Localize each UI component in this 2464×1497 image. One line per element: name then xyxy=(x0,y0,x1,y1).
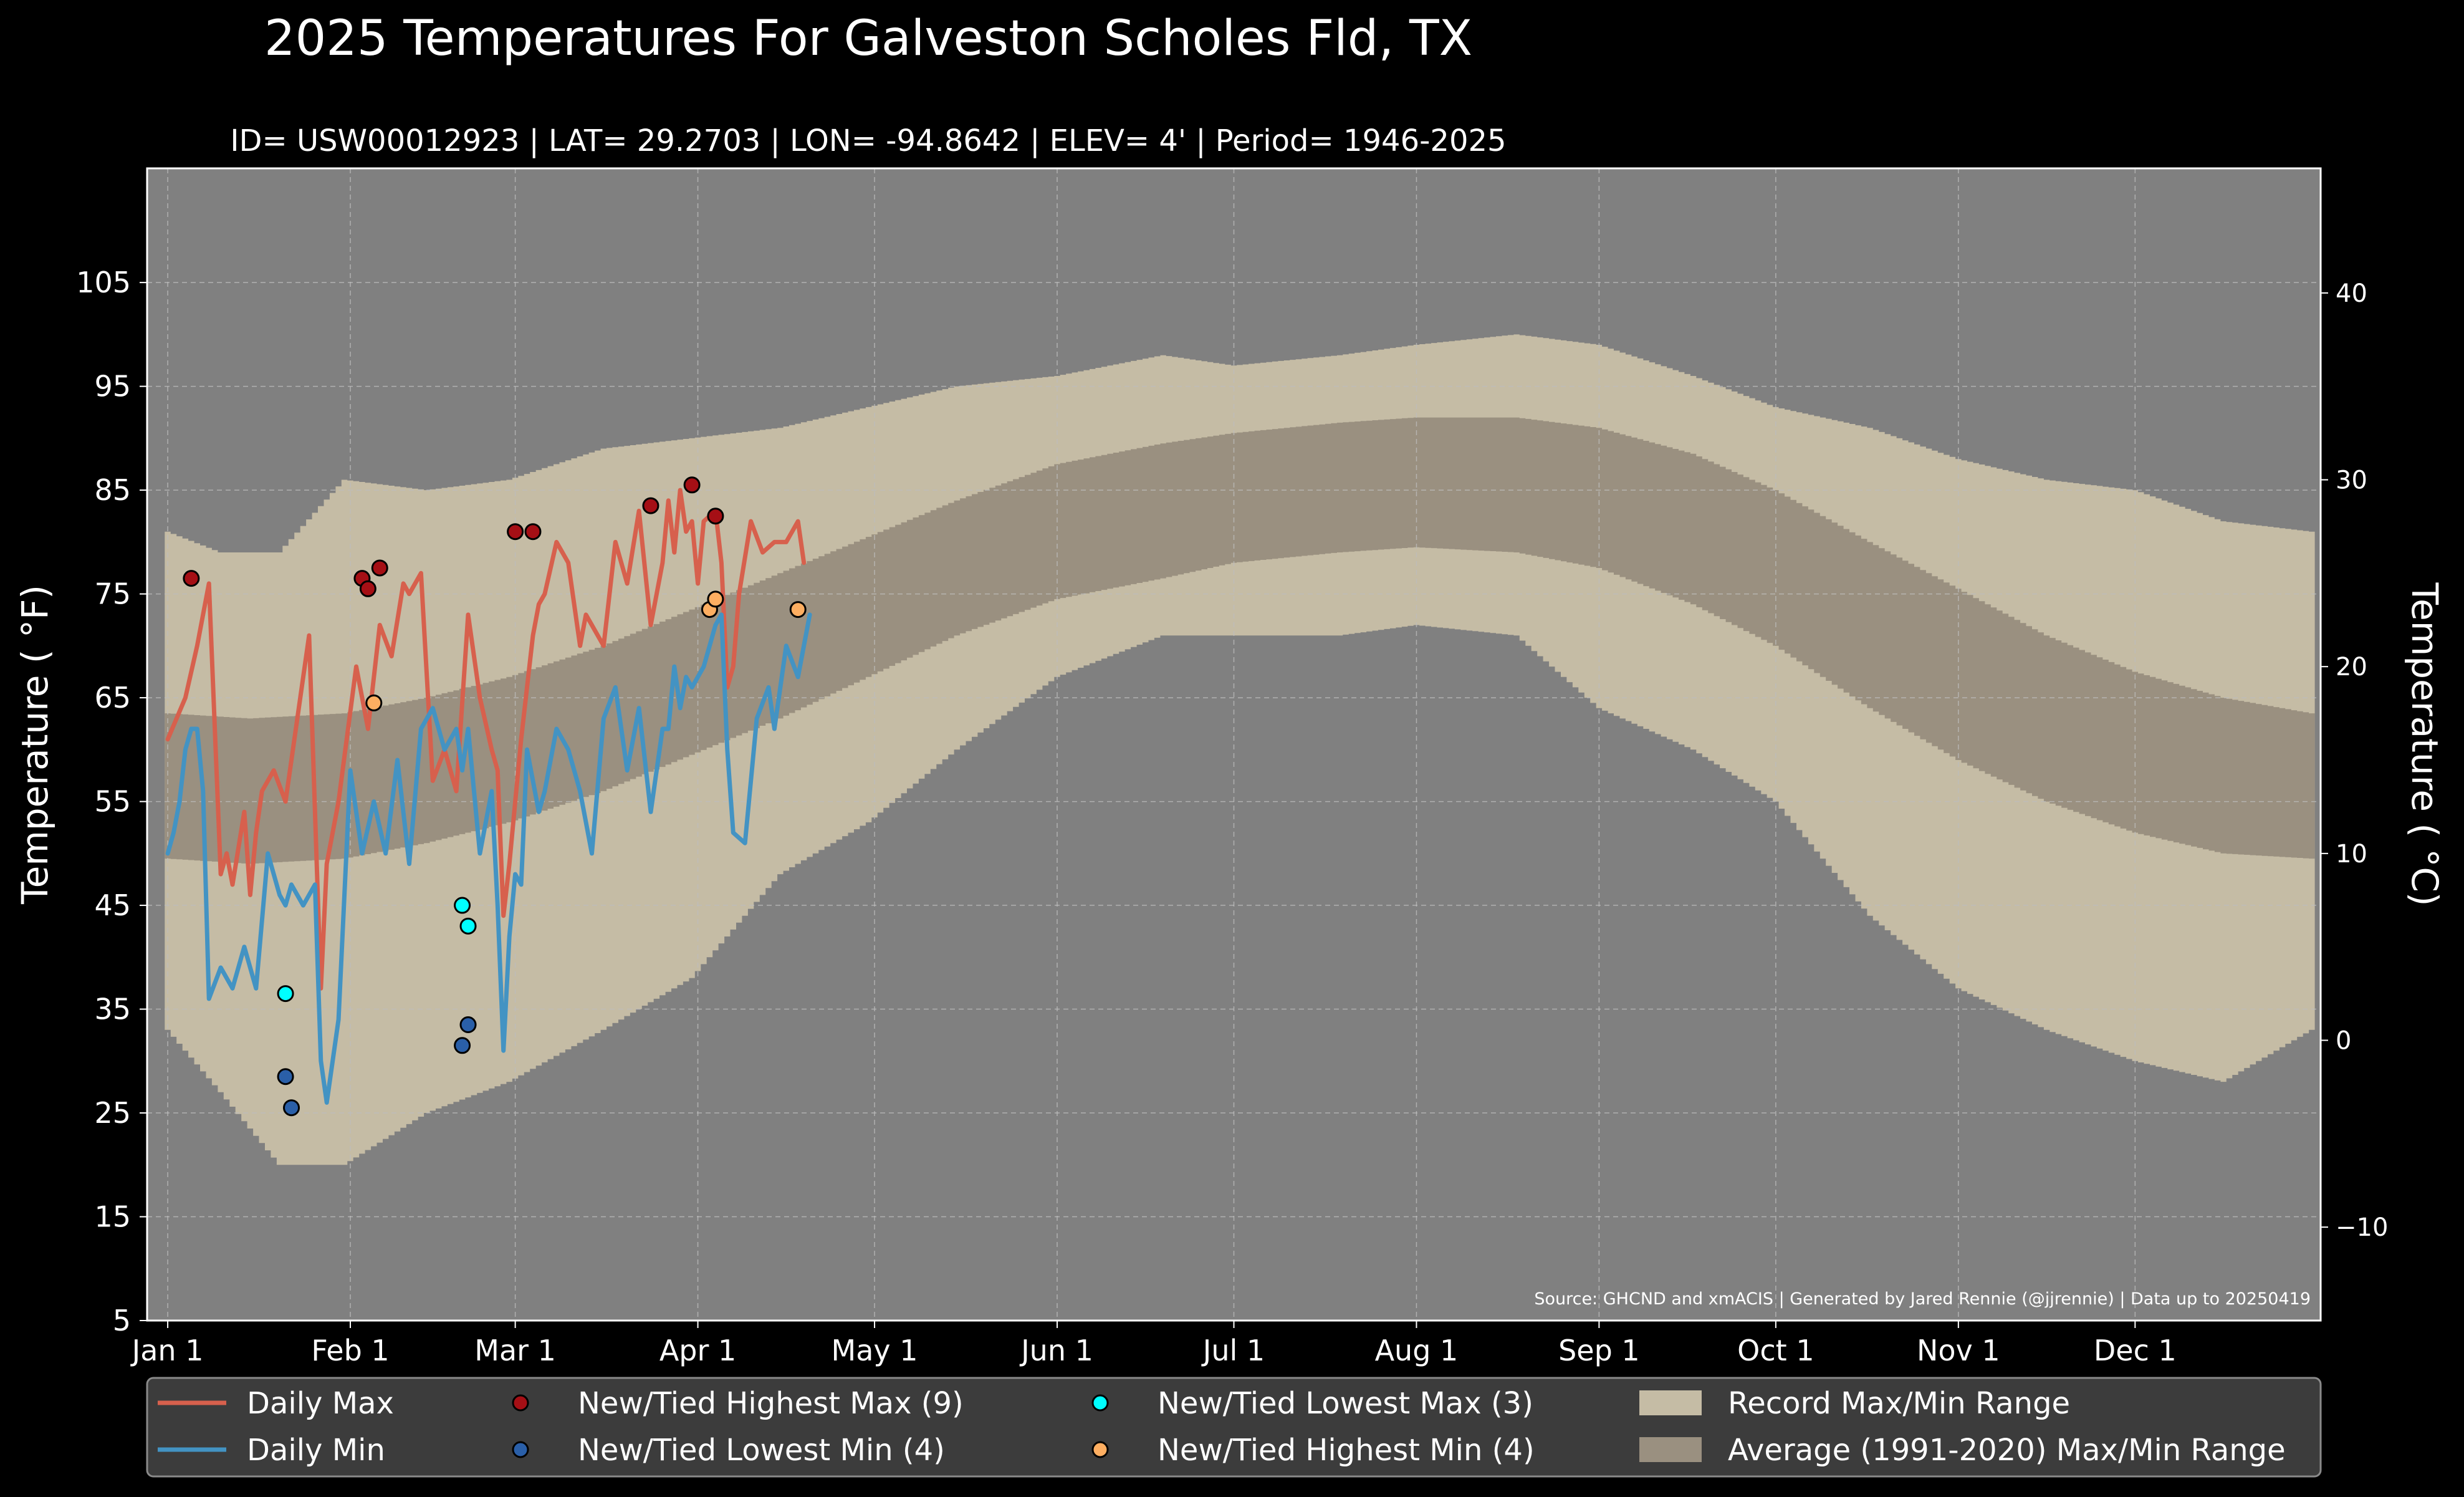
record-markers xyxy=(183,476,807,1117)
legend-patch-swatch xyxy=(1639,1437,1702,1462)
normal-range-area xyxy=(165,417,2315,864)
grid-lines xyxy=(147,168,2321,1321)
legend-label: New/Tied Lowest Max (3) xyxy=(1158,1386,1533,1421)
highest-max-marker xyxy=(359,580,376,597)
highest-max-marker xyxy=(642,497,659,514)
legend-label: Daily Max xyxy=(247,1386,394,1421)
highest-max-marker xyxy=(183,570,200,587)
y-axis-right: −10 0 10 20 30 40 xyxy=(2321,279,2388,1242)
legend-label: Average (1991-2020) Max/Min Range xyxy=(1728,1433,2286,1468)
x-tick-label: Nov 1 xyxy=(1917,1334,2000,1367)
legend-dot-swatch xyxy=(512,1394,529,1412)
highest-max-marker xyxy=(524,523,542,541)
legend-dot-swatch xyxy=(1091,1441,1109,1458)
highest-max-marker xyxy=(507,523,524,541)
chart-subtitle: ID= USW00012923 | LAT= 29.2703 | LON= -9… xyxy=(230,123,1506,158)
plot-area: Source: GHCND and xmACIS | Generated by … xyxy=(146,167,2322,1322)
lowest-min-marker xyxy=(459,1016,477,1034)
y-tick-label: 85 xyxy=(94,473,131,507)
highest-min-marker xyxy=(707,590,724,608)
lowest-max-marker xyxy=(459,917,477,935)
y-tick-label: 65 xyxy=(94,681,131,715)
x-tick-label: Jan 1 xyxy=(130,1334,204,1367)
y-axis-label: Temperature ( °F) xyxy=(14,585,56,905)
highest-max-marker xyxy=(371,559,388,577)
highest-max-marker xyxy=(683,476,701,494)
lowest-min-marker xyxy=(283,1099,300,1117)
y-tick-label: 75 xyxy=(94,577,131,611)
y-tick-label: 25 xyxy=(94,1096,131,1130)
legend-dot-swatch xyxy=(512,1441,529,1458)
x-tick-label: Feb 1 xyxy=(311,1334,389,1367)
lowest-max-marker xyxy=(454,897,471,914)
daily-max-line xyxy=(165,488,807,991)
legend-label: New/Tied Highest Min (4) xyxy=(1158,1433,1535,1468)
daily-min-line xyxy=(165,612,812,1105)
normal-range-band xyxy=(165,417,2315,864)
x-tick-label: Mar 1 xyxy=(474,1334,556,1367)
highest-max-marker xyxy=(707,508,724,525)
legend-box xyxy=(146,1377,2322,1478)
y-axis-left: 5 15 25 35 45 55 65 75 85 95 105 xyxy=(76,266,147,1337)
x-tick-label: Oct 1 xyxy=(1737,1334,1814,1367)
y-tick-label: 55 xyxy=(94,785,131,819)
x-tick-label: Apr 1 xyxy=(659,1334,736,1367)
chart-title: 2025 Temperatures For Galveston Scholes … xyxy=(264,11,1472,67)
highest-min-marker xyxy=(789,601,807,619)
y2-tick-label: 0 xyxy=(2336,1027,2351,1056)
x-tick-label: May 1 xyxy=(832,1334,918,1367)
x-tick-label: Sep 1 xyxy=(1558,1334,1640,1367)
y2-axis-label: Temperature ( °C) xyxy=(2404,582,2446,906)
legend-label: New/Tied Highest Max (9) xyxy=(578,1386,964,1421)
x-tick-label: Aug 1 xyxy=(1375,1334,1459,1367)
legend-label: Record Max/Min Range xyxy=(1728,1386,2070,1421)
lowest-min-marker xyxy=(454,1037,471,1054)
y2-tick-label: 20 xyxy=(2336,653,2367,681)
legend-label: New/Tied Lowest Min (4) xyxy=(578,1433,945,1468)
legend-patch-swatch xyxy=(1639,1390,1702,1415)
series-lines xyxy=(165,488,812,1105)
y-tick-label: 95 xyxy=(94,370,131,403)
lowest-max-marker xyxy=(277,985,294,1003)
lowest-min-marker xyxy=(277,1068,294,1085)
y-tick-label: 45 xyxy=(94,888,131,922)
x-axis: Jan 1 Feb 1 Mar 1 Apr 1 May 1 Jun 1 Jul 1 Aug 1… xyxy=(130,1321,2177,1367)
y2-tick-label: 30 xyxy=(2336,466,2367,495)
legend: Daily Max New/Tied Highest Max (9) New/Tie… xyxy=(146,1377,2322,1478)
highest-min-marker xyxy=(365,694,383,711)
x-tick-label: Jun 1 xyxy=(1019,1334,1093,1367)
y-tick-label: 15 xyxy=(94,1200,131,1234)
y-tick-label: 5 xyxy=(113,1304,131,1337)
y-tick-label: 35 xyxy=(94,993,131,1026)
x-tick-label: Jul 1 xyxy=(1201,1334,1265,1367)
y-tick-label: 105 xyxy=(76,266,131,299)
y2-tick-label: 40 xyxy=(2336,279,2367,308)
y2-tick-label: 10 xyxy=(2336,840,2367,869)
y2-tick-label: −10 xyxy=(2336,1213,2388,1242)
legend-label: Daily Min xyxy=(247,1433,385,1468)
legend-dot-swatch xyxy=(1091,1394,1109,1412)
source-note: Source: GHCND and xmACIS | Generated by … xyxy=(1534,1289,2311,1309)
x-tick-label: Dec 1 xyxy=(2094,1334,2177,1367)
